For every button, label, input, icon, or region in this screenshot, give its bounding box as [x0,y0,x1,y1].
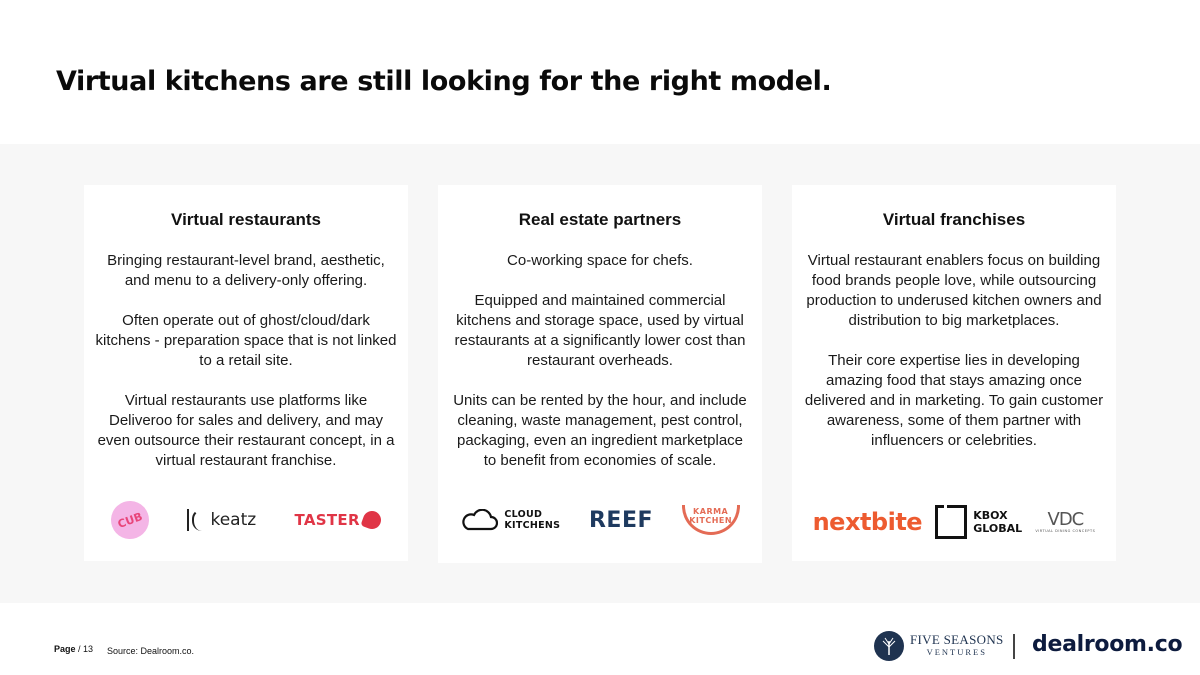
cloud-icon [462,509,499,531]
vdc-logo: VDC VIRTUAL DINING CONCEPTS [1035,509,1096,534]
card-paragraph: Virtual restaurants use platforms like D… [97,392,395,469]
five-seasons-ventures-logo: FIVE SEASONS VENTURES [874,631,1004,661]
keatz-mark-icon [187,509,202,531]
logo-row: CLOUD KITCHENS REEF KARMA KITCHEN [438,505,762,535]
page-number: Page / 13 [54,644,94,654]
card-body: Bringing restaurant-level brand, aesthet… [95,251,397,471]
card-body: Virtual restaurant enablers focus on bui… [803,251,1105,451]
logo-row: CUB keatz TASTER [84,495,408,545]
card-paragraph: Virtual restaurant enablers focus on bui… [806,252,1102,329]
card-title: Virtual franchises [882,210,1026,229]
dealroom-logo: dealroom.co [1032,632,1183,657]
footer-divider [1013,634,1015,659]
card-paragraph: Units can be rented by the hour, and inc… [453,392,747,469]
kbox-global-logo: KBOX GLOBAL [935,505,1022,539]
nextbite-logo: nextbite [812,508,923,536]
logo-row: nextbite KBOX GLOBAL VDC VIRTUAL DINING C… [792,505,1116,539]
card-paragraph: Their core expertise lies in developing … [804,352,1104,449]
cub-logo: CUB [105,495,155,545]
card-paragraph: Equipped and maintained commercial kitch… [454,292,746,369]
card-paragraph: Often operate out of ghost/cloud/dark ki… [95,312,397,369]
card-body: Co-working space for chefs. Equipped and… [449,251,751,471]
taster-logo: TASTER [295,508,384,532]
tree-icon [874,631,904,661]
reef-logo: REEF [588,507,653,533]
page-title: Virtual kitchens are still looking for t… [56,66,832,97]
karma-kitchen-logo: KARMA KITCHEN [681,505,740,535]
card-paragraph: Bringing restaurant-level brand, aesthet… [107,252,385,289]
card-virtual-restaurants: Virtual restaurants Bringing restaurant-… [84,185,408,561]
tongue-icon [360,508,384,532]
source-note: Source: Dealroom.co. [107,646,195,656]
card-title: Virtual restaurants [171,210,321,229]
card-title: Real estate partners [518,210,682,229]
keatz-logo: keatz [187,509,256,531]
kbox-mark-icon [935,505,968,539]
card-real-estate-partners: Real estate partners Co-working space fo… [438,185,762,563]
card-virtual-franchises: Virtual franchises Virtual restaurant en… [792,185,1116,561]
cloud-kitchens-logo: CLOUD KITCHENS [460,509,560,531]
card-paragraph: Co-working space for chefs. [507,252,693,269]
